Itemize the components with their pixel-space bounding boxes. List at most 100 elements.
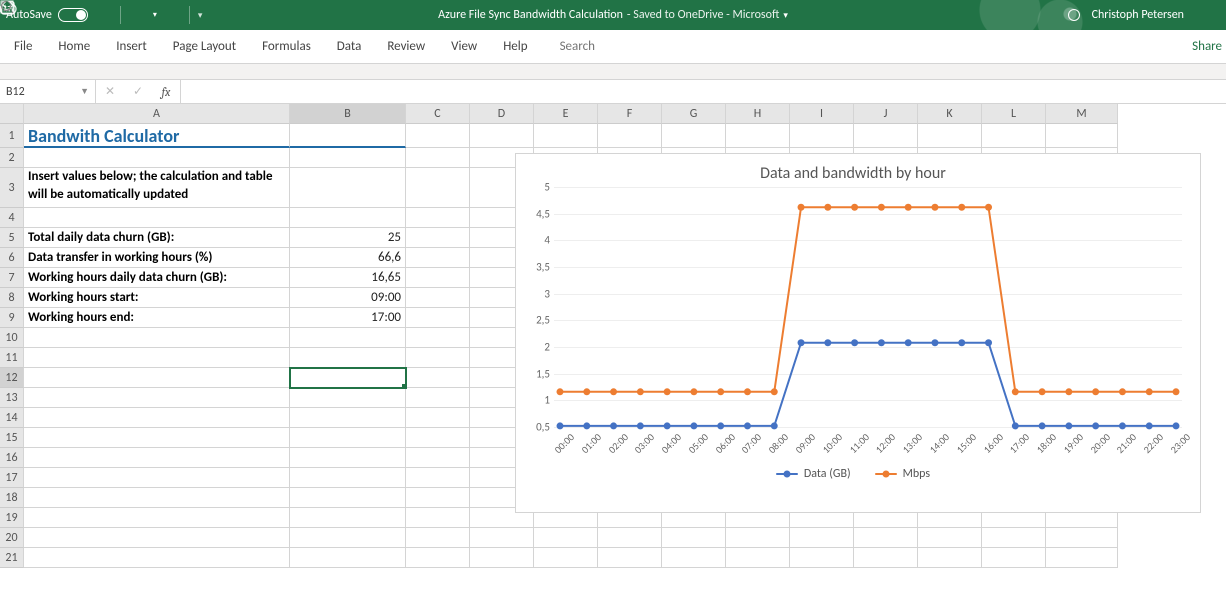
cell[interactable]	[24, 348, 290, 368]
cell[interactable]	[406, 208, 470, 228]
cell[interactable]	[24, 328, 290, 348]
cell[interactable]	[290, 124, 406, 148]
worksheet-grid[interactable]: ABCDEFGHIJKLM1Bandwith Calculator23Inser…	[0, 104, 1226, 568]
cell[interactable]	[406, 268, 470, 288]
cell[interactable]	[1046, 528, 1118, 548]
cell[interactable]	[24, 508, 290, 528]
cell[interactable]	[290, 548, 406, 568]
row-header[interactable]: 10	[0, 328, 24, 348]
col-header[interactable]: F	[598, 104, 662, 124]
cell[interactable]	[534, 548, 598, 568]
cell[interactable]	[406, 308, 470, 328]
row-header[interactable]: 17	[0, 468, 24, 488]
tab-page-layout[interactable]: Page Layout	[173, 39, 236, 54]
cell[interactable]	[534, 124, 598, 148]
cell[interactable]	[598, 548, 662, 568]
cell[interactable]	[290, 508, 406, 528]
cell[interactable]	[406, 248, 470, 268]
cell[interactable]	[24, 368, 290, 388]
cell[interactable]	[982, 548, 1046, 568]
cell[interactable]	[982, 528, 1046, 548]
tab-help[interactable]: Help	[503, 39, 527, 54]
cell[interactable]	[406, 468, 470, 488]
cell[interactable]	[406, 168, 470, 208]
cell[interactable]	[24, 208, 290, 228]
chart-container[interactable]: Data and bandwidth by hour0,511,522,533,…	[515, 153, 1201, 513]
user-avatar-icon[interactable]	[1068, 9, 1080, 21]
cell[interactable]: Working hours start:	[24, 288, 290, 308]
cell[interactable]	[406, 428, 470, 448]
tab-data[interactable]: Data	[337, 39, 362, 54]
col-header[interactable]: I	[790, 104, 854, 124]
cell[interactable]	[24, 408, 290, 428]
row-header[interactable]: 8	[0, 288, 24, 308]
row-header[interactable]: 15	[0, 428, 24, 448]
tab-insert[interactable]: Insert	[116, 39, 147, 54]
row-header[interactable]: 9	[0, 308, 24, 328]
cell[interactable]: Working hours end:	[24, 308, 290, 328]
cell[interactable]	[406, 228, 470, 248]
cell[interactable]: Insert values below; the calculation and…	[24, 168, 290, 208]
cell[interactable]	[854, 528, 918, 548]
redo-icon[interactable]	[163, 6, 181, 24]
cell[interactable]	[290, 488, 406, 508]
search-input[interactable]	[560, 39, 650, 54]
cell[interactable]	[406, 148, 470, 168]
tab-home[interactable]: Home	[58, 39, 90, 54]
cell[interactable]	[406, 328, 470, 348]
row-header[interactable]: 4	[0, 208, 24, 228]
row-header[interactable]: 2	[0, 148, 24, 168]
cell[interactable]	[24, 388, 290, 408]
cell[interactable]	[290, 348, 406, 368]
tab-view[interactable]: View	[451, 39, 477, 54]
window-control-icon[interactable]	[1202, 6, 1220, 24]
cell[interactable]	[290, 148, 406, 168]
col-header[interactable]: M	[1046, 104, 1118, 124]
cell[interactable]	[24, 428, 290, 448]
cell[interactable]: 09:00	[290, 288, 406, 308]
cell[interactable]	[470, 548, 534, 568]
cell[interactable]	[726, 548, 790, 568]
cell[interactable]	[406, 528, 470, 548]
col-header[interactable]: B	[290, 104, 406, 124]
cell[interactable]	[662, 548, 726, 568]
undo-dropdown[interactable]: ▾	[153, 10, 157, 20]
cell[interactable]	[290, 208, 406, 228]
cell[interactable]	[726, 124, 790, 148]
cell[interactable]	[290, 168, 406, 208]
cell[interactable]: Data transfer in working hours (%)	[24, 248, 290, 268]
undo-icon[interactable]	[129, 6, 147, 24]
row-header[interactable]: 16	[0, 448, 24, 468]
cell[interactable]: 16,65	[290, 268, 406, 288]
cell[interactable]: Bandwith Calculator	[24, 124, 290, 148]
doc-title-dropdown[interactable]: ▾	[783, 10, 788, 21]
cell[interactable]	[918, 528, 982, 548]
row-header[interactable]: 18	[0, 488, 24, 508]
row-header[interactable]: 12	[0, 368, 24, 388]
cell[interactable]	[790, 548, 854, 568]
cell[interactable]	[406, 348, 470, 368]
cell[interactable]	[662, 124, 726, 148]
cell[interactable]	[290, 328, 406, 348]
row-header[interactable]: 6	[0, 248, 24, 268]
col-header[interactable]: L	[982, 104, 1046, 124]
row-header[interactable]: 20	[0, 528, 24, 548]
cell[interactable]	[290, 448, 406, 468]
row-header[interactable]: 14	[0, 408, 24, 428]
row-header[interactable]: 13	[0, 388, 24, 408]
cell[interactable]	[406, 508, 470, 528]
cell[interactable]: 66,6	[290, 248, 406, 268]
cell[interactable]	[790, 528, 854, 548]
cell[interactable]	[534, 528, 598, 548]
cell[interactable]	[918, 124, 982, 148]
cell[interactable]	[854, 548, 918, 568]
name-box-dropdown-icon[interactable]: ▼	[80, 86, 89, 97]
row-header[interactable]: 3	[0, 168, 24, 208]
cell[interactable]	[290, 528, 406, 548]
cell[interactable]	[290, 468, 406, 488]
formula-input[interactable]	[181, 80, 1226, 103]
fx-icon[interactable]: fx	[152, 85, 180, 99]
cell[interactable]	[406, 388, 470, 408]
col-header[interactable]: G	[662, 104, 726, 124]
row-header[interactable]: 19	[0, 508, 24, 528]
